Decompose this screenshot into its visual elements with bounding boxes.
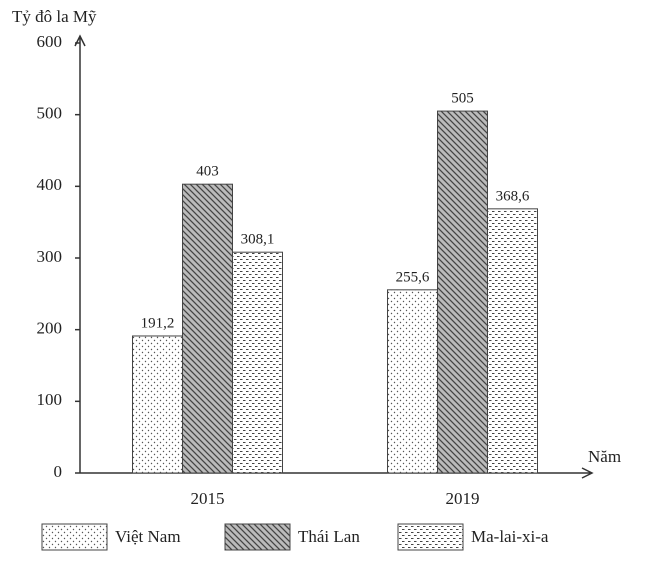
bar — [487, 208, 538, 474]
y-tick-label: 400 — [37, 175, 63, 194]
bar — [437, 110, 488, 474]
value-label: 191,2 — [141, 315, 175, 331]
y-tick-label: 600 — [37, 32, 63, 51]
legend-swatch — [224, 523, 291, 551]
value-label: 368,6 — [496, 188, 530, 204]
value-label: 505 — [451, 91, 474, 107]
legend-label: Ma-lai-xi-a — [471, 527, 549, 546]
legend-swatch — [41, 523, 108, 551]
y-tick-label: 0 — [54, 462, 63, 481]
y-tick-label: 300 — [37, 247, 63, 266]
value-label: 255,6 — [396, 269, 430, 285]
legend-swatch — [397, 523, 464, 551]
legend-label: Việt Nam — [115, 527, 181, 546]
value-label: 403 — [196, 164, 219, 180]
bar — [387, 289, 438, 474]
x-axis-label: Năm — [588, 447, 621, 466]
bar — [182, 183, 233, 474]
bar — [132, 335, 183, 474]
y-axis — [74, 34, 86, 473]
y-tick-label: 500 — [37, 104, 63, 123]
legend-label: Thái Lan — [298, 527, 360, 546]
y-tick-label: 200 — [37, 319, 63, 338]
x-tick-label: 2019 — [446, 489, 480, 508]
y-axis-label: Tỷ đô la Mỹ — [12, 7, 97, 26]
y-tick-label: 100 — [37, 390, 63, 409]
value-label: 308,1 — [241, 232, 275, 248]
bar — [232, 251, 283, 474]
x-tick-label: 2015 — [191, 489, 225, 508]
